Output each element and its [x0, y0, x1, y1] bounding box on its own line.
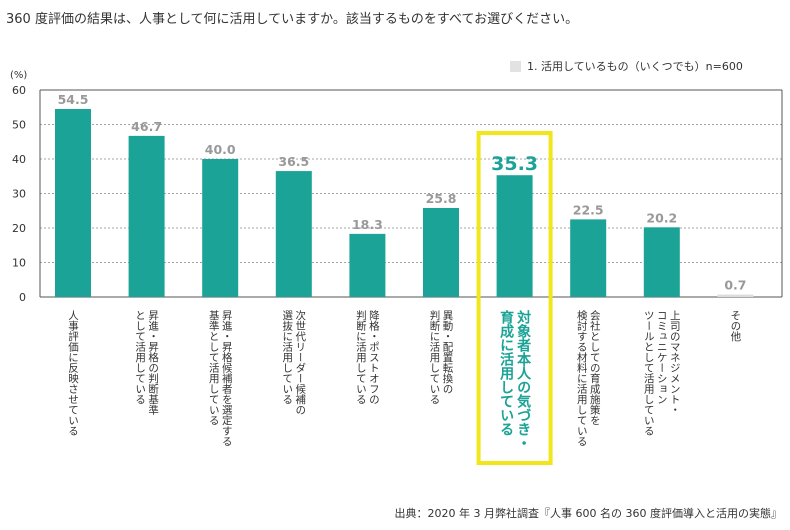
x-category-label: 基準として活用している: [208, 309, 220, 425]
bar: [717, 294, 754, 297]
x-category-label: その他: [729, 310, 741, 342]
x-category-label: コミュニケーション: [656, 310, 668, 405]
bar: [349, 233, 386, 297]
highlight-box: [476, 131, 553, 465]
data-label: 18.3: [352, 217, 383, 232]
data-label: 25.8: [426, 191, 457, 206]
data-label: 22.5: [573, 202, 604, 217]
x-category-label: 選抜に活用している: [281, 309, 293, 404]
data-label: 35.3: [491, 153, 538, 175]
bar: [275, 171, 312, 297]
y-tick-label: 20: [12, 222, 26, 235]
x-category-label: 会社としての育成施策を: [589, 309, 601, 425]
x-category-label: 降格・ポストオフの: [368, 309, 380, 404]
x-category-label: として活用している: [134, 310, 146, 405]
bar: [643, 227, 680, 297]
x-category-label: 異動・配置転換の: [442, 310, 454, 394]
bar: [128, 135, 165, 297]
data-label: 0.7: [724, 278, 746, 293]
bar: [423, 207, 459, 297]
y-tick-label: 50: [12, 119, 26, 132]
x-category-label: 上司のマネジメント・: [669, 310, 681, 415]
x-category-label: ツールとして活用している: [643, 310, 655, 436]
y-tick-label: 30: [12, 188, 26, 201]
y-tick-label: 40: [12, 153, 26, 166]
x-category-label: 次世代リーダー候補の: [294, 309, 306, 415]
x-category-label: 判断に活用している: [355, 310, 367, 405]
x-category-label: 検討する材料に活用している: [576, 309, 588, 446]
x-category-label: 育成に活用している: [498, 309, 514, 436]
bar: [496, 175, 533, 297]
y-axis-unit: (%): [10, 70, 27, 81]
legend: 1. 活用しているもの（いくつでも）n=600: [510, 58, 743, 74]
legend-swatch: [510, 60, 521, 72]
y-tick-label: 0: [19, 291, 26, 304]
bar-chart: (%) 0 10 20 30 40 50 60 54.5 人事評価に反映させている 46.7 昇進・昇…: [10, 70, 783, 465]
x-category-label: 人事評価に反映させている: [67, 310, 79, 436]
bar: [55, 108, 91, 297]
y-tick-label: 60: [12, 84, 26, 97]
data-label: 20.2: [646, 210, 677, 225]
y-tick-label: 10: [12, 257, 26, 270]
chart-title: 360 度評価の結果は、人事として何に活用していますか。該当するものをすべてお選…: [6, 12, 579, 27]
x-category-label: 昇進・昇格の判断基準: [147, 310, 159, 416]
data-label: 46.7: [131, 119, 162, 134]
bar: [202, 159, 239, 297]
data-label: 40.0: [205, 142, 236, 157]
bar: [570, 219, 607, 297]
legend-label: 1. 活用しているもの（いくつでも）n=600: [527, 60, 743, 73]
x-category-label: 判断に活用している: [429, 310, 441, 405]
x-category-label: 昇進・昇格候補者を選定する: [221, 310, 233, 447]
source-note: 出典：2020 年 3 月弊社調査『人事 600 名の 360 度評価導入と活用…: [394, 507, 782, 520]
x-category-label: 対象者本人の気づき・: [515, 309, 532, 450]
data-label: 36.5: [278, 154, 309, 169]
data-label: 54.5: [58, 92, 89, 107]
